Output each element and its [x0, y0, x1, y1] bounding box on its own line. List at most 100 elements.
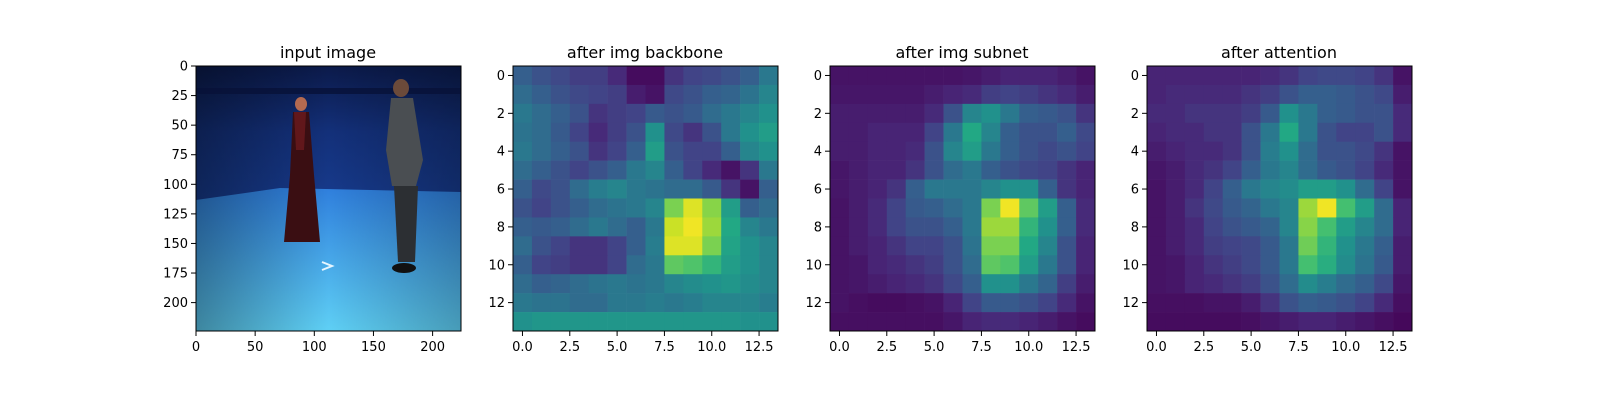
- heatmap-cell: [962, 141, 982, 161]
- heatmap-cell: [848, 103, 869, 124]
- heatmap-cell: [1260, 236, 1280, 256]
- heatmap-cell: [1355, 141, 1375, 161]
- heatmap-cell: [1393, 217, 1413, 237]
- y-tick-label: 0: [180, 60, 188, 75]
- heatmap-cell: [759, 198, 779, 218]
- heatmap-cell: [1184, 255, 1205, 275]
- heatmap-cell: [1165, 160, 1186, 180]
- heatmap-cell: [905, 66, 925, 86]
- heatmap-cell: [1057, 160, 1077, 180]
- heatmap-cell: [683, 66, 703, 86]
- heatmap-cell: [702, 84, 722, 105]
- heatmap-cell: [531, 293, 552, 313]
- heatmap-cell: [702, 217, 722, 237]
- heatmap-cell: [1260, 274, 1280, 294]
- heatmap-cell: [943, 255, 963, 275]
- heatmap-cell: [1019, 255, 1039, 275]
- heatmap-cell: [607, 160, 627, 180]
- heatmap-cell: [1147, 122, 1167, 143]
- heatmap-cell: [664, 66, 684, 86]
- heatmap-cell: [626, 217, 646, 237]
- heatmap-cell: [702, 122, 722, 143]
- heatmap-cell: [1147, 84, 1167, 105]
- heatmap-cell: [759, 255, 779, 275]
- heatmap-cell: [981, 217, 1001, 237]
- heatmap-cell: [848, 198, 869, 218]
- heatmap-cell: [683, 103, 703, 124]
- heatmap-cell: [588, 160, 608, 180]
- heatmap-cell: [848, 217, 869, 237]
- heatmap-cell: [943, 103, 963, 124]
- heatmap-cell: [513, 198, 533, 218]
- photo-ceiling-rig: [196, 88, 461, 94]
- heatmap-cell: [886, 274, 907, 294]
- heatmap-cell: [1000, 236, 1020, 256]
- heatmap-cell: [550, 160, 571, 180]
- heatmap-cell: [1203, 255, 1224, 275]
- heatmap-cell: [1374, 217, 1394, 237]
- heatmap-cell: [683, 236, 703, 256]
- heatmap-cell: [962, 122, 982, 143]
- heatmap-cell: [683, 312, 703, 332]
- heatmap-cell: [1393, 141, 1413, 161]
- heatmap-cell: [1317, 217, 1337, 237]
- heatmap-cell: [962, 312, 982, 332]
- heatmap-cell: [1374, 66, 1394, 86]
- y-tick-label: 10: [805, 258, 822, 273]
- heatmap-cell: [848, 179, 869, 199]
- heatmap-cell: [1184, 122, 1205, 143]
- heatmap-cell: [1000, 141, 1020, 161]
- heatmap-cell: [1355, 217, 1375, 237]
- heatmap-cells: [513, 66, 779, 332]
- heatmap-cell: [905, 312, 925, 332]
- heatmap-cell: [1336, 141, 1356, 161]
- heatmap-cell: [848, 160, 869, 180]
- heatmap-cell: [867, 274, 888, 294]
- heatmap-cell: [1222, 293, 1242, 313]
- heatmap-cell: [607, 198, 627, 218]
- heatmap-cell: [1165, 84, 1186, 105]
- heatmap-cell: [664, 236, 684, 256]
- heatmap-cell: [848, 122, 869, 143]
- heatmap-cell: [1279, 179, 1299, 199]
- y-tick-label: 2: [497, 107, 505, 122]
- heatmap-cell: [943, 160, 963, 180]
- heatmap-cell: [905, 84, 925, 105]
- heatmap-cell: [886, 217, 907, 237]
- heatmap-cell: [513, 84, 533, 105]
- heatmap-cell: [1057, 179, 1077, 199]
- heatmap-cell: [1374, 236, 1394, 256]
- heatmap-cell: [1165, 236, 1186, 256]
- heatmap-cells: [1147, 66, 1413, 332]
- heatmap-cell: [905, 103, 925, 124]
- heatmap-cell: [1317, 84, 1337, 105]
- heatmap-cell: [1038, 66, 1058, 86]
- heatmap-cell: [830, 274, 850, 294]
- heatmap-cell: [886, 160, 907, 180]
- y-ticks: 0 2 4 6 8 10 12: [805, 69, 830, 311]
- heatmap-cell: [569, 141, 590, 161]
- heatmap-cell: [830, 66, 850, 86]
- heatmap-cell: [962, 103, 982, 124]
- heatmap-cell: [740, 103, 760, 124]
- heatmap-cell: [905, 141, 925, 161]
- heatmap-cell: [1222, 312, 1242, 332]
- heatmap-cell: [1076, 217, 1096, 237]
- heatmap-cell: [1336, 179, 1356, 199]
- y-tick-label: 0: [814, 69, 822, 84]
- person-left: [284, 97, 320, 242]
- heatmap-cell: [1147, 179, 1167, 199]
- heatmap-cell: [626, 312, 646, 332]
- heatmap-cell: [1298, 293, 1318, 313]
- heatmap-cell: [1038, 236, 1058, 256]
- heatmap-cell: [1184, 236, 1205, 256]
- x-tick-label: 12.5: [745, 340, 774, 355]
- heatmap-cell: [1038, 84, 1058, 105]
- y-tick-label: 10: [488, 258, 505, 273]
- heatmap-cell: [1038, 122, 1058, 143]
- heatmap-cell: [1222, 141, 1242, 161]
- heatmap-cell: [886, 122, 907, 143]
- heatmap-cell: [924, 274, 944, 294]
- heatmap-cell: [759, 217, 779, 237]
